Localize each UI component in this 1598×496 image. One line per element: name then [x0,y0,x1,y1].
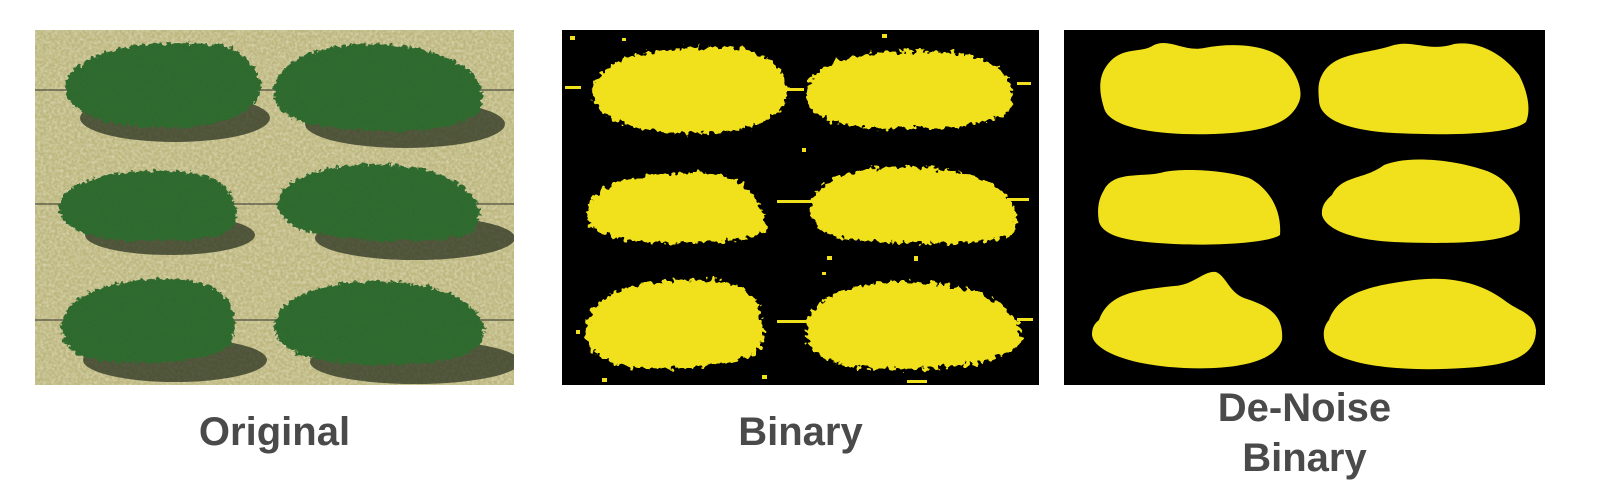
caption-binary: Binary [738,410,863,454]
denoised-binary-mask-panel [1064,30,1545,385]
original-image-panel [35,30,514,385]
caption-original: Original [198,410,351,454]
caption-denoise-line-2: Binary [1242,436,1367,480]
original-aerial-photo [35,30,514,385]
binary-mask-image [562,30,1039,385]
caption-denoise-binary: De-Noise Binary [1064,383,1545,483]
caption-denoise-line-1: De-Noise [1217,386,1392,430]
denoised-binary-mask-image [1064,30,1545,385]
binary-mask-panel [562,30,1039,385]
